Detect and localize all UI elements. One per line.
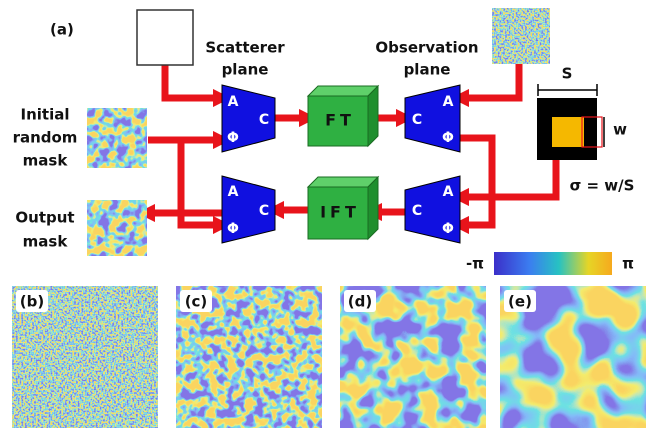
initial-mask-label: random [13, 129, 78, 147]
ift-cube: IFT [306, 175, 380, 241]
block-c: C [412, 203, 422, 219]
width-label: w [613, 121, 627, 139]
output-mask-label: Output [15, 209, 74, 227]
block-c: C [412, 112, 422, 128]
block-phi: Φ [227, 221, 239, 237]
block-a: A [228, 184, 239, 200]
observation-label: Observation [375, 39, 478, 57]
scatterer-block: A C Φ [221, 84, 276, 153]
panel-label-bg [344, 290, 376, 312]
initial-mask-label: mask [23, 152, 69, 170]
block-phi: Φ [227, 130, 239, 146]
observation-label: plane [404, 61, 451, 79]
scatterer-label: Scatterer [205, 39, 285, 57]
size-label: S [562, 65, 573, 83]
scatterer-block: A C Φ [221, 175, 276, 244]
panel-label-bg [180, 290, 212, 312]
colorbar-min: -π [466, 255, 484, 273]
block-a: A [228, 94, 239, 110]
panel-label: (e) [508, 293, 532, 311]
panel-label: (d) [348, 293, 372, 311]
target-speckle [492, 8, 550, 64]
initial-mask-image [87, 108, 147, 168]
panel-label-bg [16, 290, 48, 312]
block-c: C [259, 203, 269, 219]
observation-block: C A Φ [404, 175, 461, 244]
initial-mask-label: Initial [21, 106, 70, 124]
uniform-amplitude [136, 9, 194, 66]
ratio-label: σ = w/S [570, 177, 635, 195]
panel-label: (b) [20, 293, 44, 311]
output-mask-label: mask [23, 233, 69, 251]
panel-label: (c) [185, 293, 208, 311]
output-mask-image [87, 200, 147, 256]
scatterer-label: plane [222, 61, 269, 79]
ft-cube: FT [306, 84, 380, 148]
colorbar-max: π [622, 255, 634, 273]
figure-label: (a) [50, 21, 74, 39]
window-diagram [537, 84, 605, 160]
block-phi: Φ [442, 221, 454, 237]
block-a: A [443, 184, 454, 200]
block-phi: Φ [442, 130, 454, 146]
ift-label: IFT [320, 203, 360, 222]
ft-label: FT [325, 111, 355, 130]
block-c: C [259, 112, 269, 128]
colorbar [494, 252, 612, 275]
block-a: A [443, 94, 454, 110]
observation-block: C A Φ [404, 84, 461, 153]
panel-label-bg [504, 290, 536, 312]
